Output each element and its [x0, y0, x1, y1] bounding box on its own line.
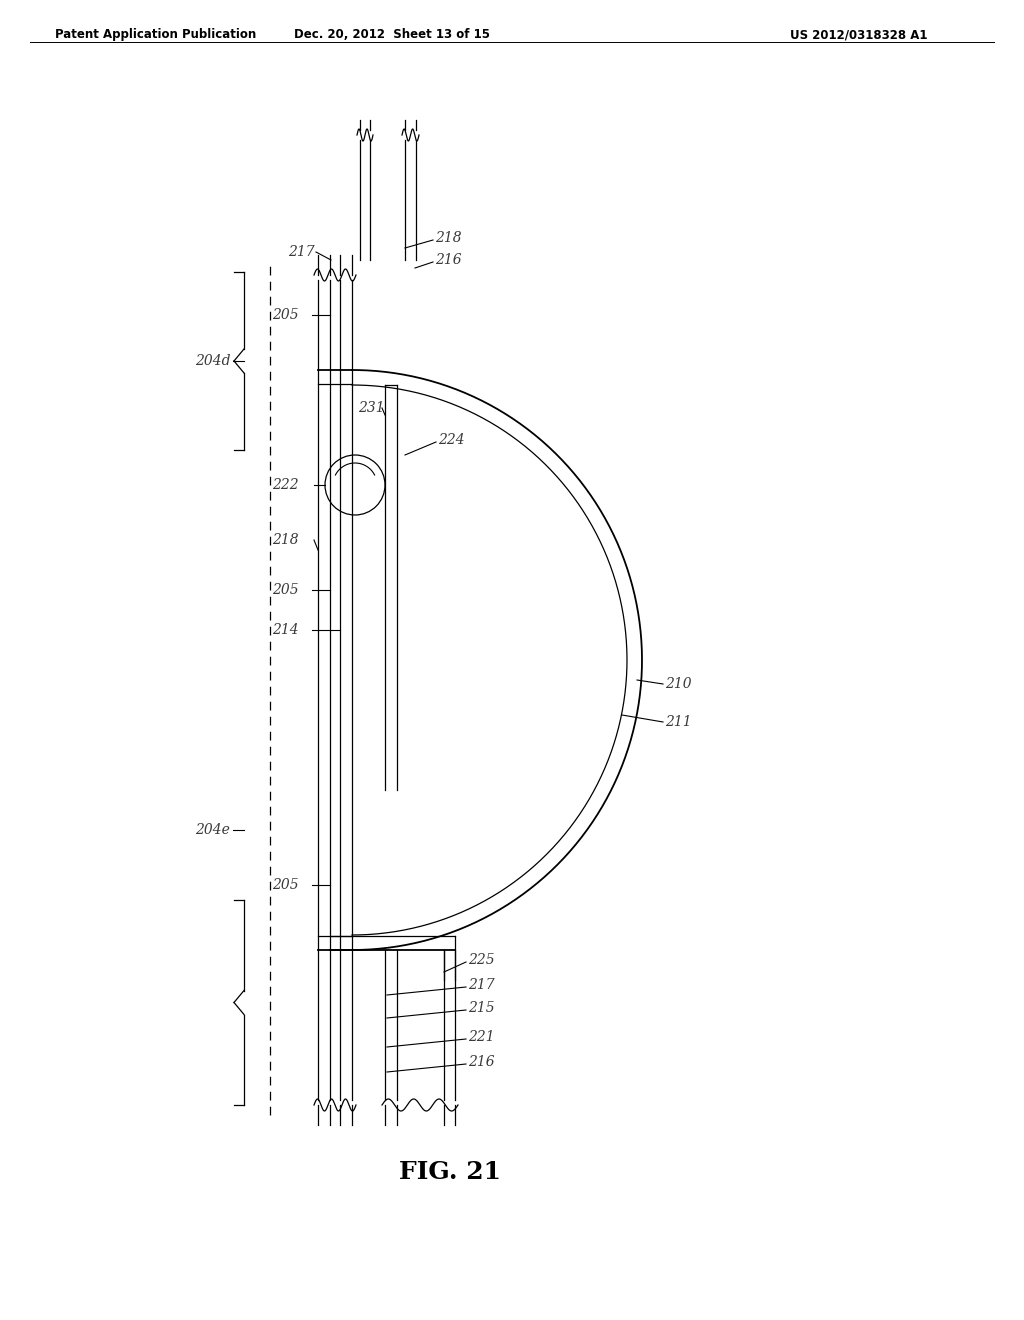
Text: 205: 205 [272, 308, 299, 322]
Text: Patent Application Publication: Patent Application Publication [55, 28, 256, 41]
Text: 217: 217 [288, 246, 314, 259]
Text: 214: 214 [272, 623, 299, 638]
Text: 222: 222 [272, 478, 299, 492]
Text: 217: 217 [468, 978, 495, 993]
Text: 225: 225 [468, 953, 495, 968]
Text: 210: 210 [665, 677, 691, 690]
Text: FIG. 21: FIG. 21 [399, 1160, 501, 1184]
Text: 231: 231 [358, 401, 385, 414]
Text: 218: 218 [272, 533, 299, 546]
Text: 218: 218 [435, 231, 462, 246]
Text: 224: 224 [438, 433, 465, 447]
Text: 216: 216 [468, 1055, 495, 1069]
Text: 204e: 204e [195, 822, 229, 837]
Text: 221: 221 [468, 1030, 495, 1044]
Text: 205: 205 [272, 583, 299, 597]
Text: 215: 215 [468, 1001, 495, 1015]
Text: US 2012/0318328 A1: US 2012/0318328 A1 [790, 28, 928, 41]
Text: 216: 216 [435, 253, 462, 267]
Text: 204d: 204d [195, 354, 230, 368]
Text: 205: 205 [272, 878, 299, 892]
Text: Dec. 20, 2012  Sheet 13 of 15: Dec. 20, 2012 Sheet 13 of 15 [294, 28, 490, 41]
Text: 211: 211 [665, 715, 691, 729]
